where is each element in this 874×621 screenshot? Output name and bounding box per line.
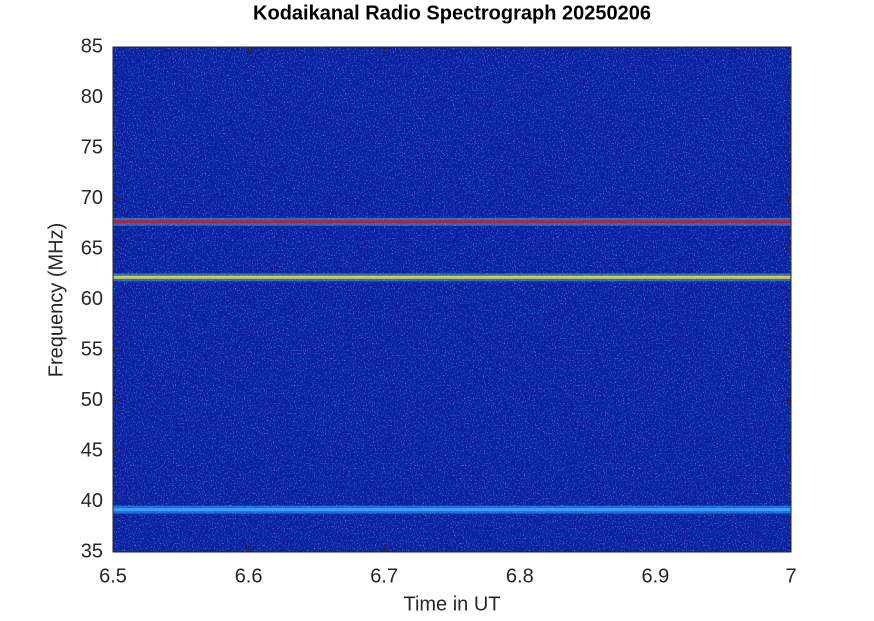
y-tick-label: 40 <box>81 490 103 512</box>
x-tick-label: 6.5 <box>99 565 127 587</box>
y-axis-label: Frequency (MHz) <box>45 223 67 377</box>
y-tick-label: 55 <box>81 338 103 360</box>
y-tick-label: 80 <box>81 86 103 108</box>
y-tick-label: 75 <box>81 136 103 158</box>
x-tick-label: 7 <box>785 565 796 587</box>
y-tick-label: 60 <box>81 288 103 310</box>
y-tick-label: 70 <box>81 187 103 209</box>
chart-title: Kodaikanal Radio Spectrograph 20250206 <box>253 2 651 24</box>
x-axis-label: Time in UT <box>403 593 500 615</box>
spectrogram-noise <box>113 47 791 552</box>
x-tick-label: 6.6 <box>235 565 263 587</box>
y-tick-label: 35 <box>81 540 103 562</box>
x-tick-label: 6.9 <box>641 565 669 587</box>
y-tick-label: 45 <box>81 439 103 461</box>
plot-area <box>113 47 791 552</box>
y-tick-label: 65 <box>81 237 103 259</box>
y-tick-label: 50 <box>81 389 103 411</box>
y-tick-label: 85 <box>81 35 103 57</box>
x-tick-label: 6.8 <box>506 565 534 587</box>
x-tick-label: 6.7 <box>370 565 398 587</box>
